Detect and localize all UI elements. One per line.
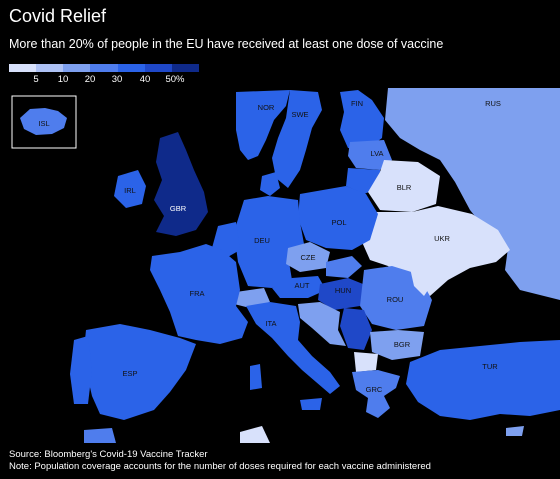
country-nor xyxy=(236,90,290,160)
label-pol: POL xyxy=(331,218,346,227)
label-gbr: GBR xyxy=(170,204,187,213)
legend-tick: 5 xyxy=(33,74,39,85)
country-grc xyxy=(352,370,400,418)
legend-swatch-4 xyxy=(90,64,118,72)
legend-tick: 50% xyxy=(165,74,185,85)
label-ukr: UKR xyxy=(434,234,450,243)
label-bgr: BGR xyxy=(394,340,411,349)
source-note: Source: Bloomberg's Covid-19 Vaccine Tra… xyxy=(9,449,208,460)
country-isl xyxy=(20,108,67,135)
legend-swatch-1 xyxy=(9,64,37,72)
country-che xyxy=(234,288,270,308)
population-note: Note: Population coverage accounts for t… xyxy=(9,460,431,472)
chart-title: Covid Relief xyxy=(9,6,107,26)
country-ita-sicily xyxy=(300,398,322,410)
country-aut xyxy=(272,276,326,298)
label-hun: HUN xyxy=(335,286,351,295)
label-fra: FRA xyxy=(190,289,205,298)
label-nor: NOR xyxy=(258,103,275,112)
country-irl xyxy=(114,170,146,208)
label-esp: ESP xyxy=(122,369,137,378)
label-isl: ISL xyxy=(38,119,49,128)
country-ita-sardinia xyxy=(250,364,262,390)
label-rus: RUS xyxy=(485,99,501,108)
country-hun xyxy=(318,278,368,310)
country-swe xyxy=(272,90,322,188)
country-cze xyxy=(286,242,330,272)
europe-map: ISL RUS FIN NOR SWE LVA BLR UKR IRL GBR … xyxy=(11,88,560,443)
country-rus xyxy=(385,88,560,300)
country-prt xyxy=(70,336,92,404)
label-aut: AUT xyxy=(295,281,310,290)
label-grc: GRC xyxy=(366,385,383,394)
country-gbr xyxy=(154,132,208,236)
country-bgr xyxy=(370,330,424,360)
label-swe: SWE xyxy=(291,110,308,119)
chart-subtitle: More than 20% of people in the EU have r… xyxy=(9,37,444,51)
country-pol xyxy=(298,186,378,250)
legend-swatch-7 xyxy=(171,64,199,72)
color-legend: 5 10 20 30 40 50% xyxy=(9,64,209,85)
label-fin: FIN xyxy=(351,99,363,108)
country-dnk xyxy=(260,172,280,196)
country-hrv xyxy=(298,302,346,346)
legend-color-scale xyxy=(9,64,199,72)
label-lva: LVA xyxy=(370,149,383,158)
legend-swatch-5 xyxy=(117,64,145,72)
country-tur xyxy=(406,340,560,420)
country-cyp xyxy=(506,426,524,436)
legend-tick: 10 xyxy=(57,74,69,85)
label-tur: TUR xyxy=(482,362,498,371)
legend-tick: 40 xyxy=(139,74,151,85)
country-esp xyxy=(84,324,196,420)
country-fra xyxy=(150,244,248,344)
country-lva xyxy=(348,140,392,170)
country-svk xyxy=(326,256,362,278)
legend-ticks: 5 10 20 30 40 50% xyxy=(9,72,209,85)
legend-swatch-2 xyxy=(36,64,64,72)
iceland-inset-frame xyxy=(11,95,77,149)
chart-footer: Source: Bloomberg's Covid-19 Vaccine Tra… xyxy=(9,449,431,472)
country-srb xyxy=(340,308,372,350)
label-deu: DEU xyxy=(254,236,270,245)
legend-swatch-3 xyxy=(63,64,91,72)
label-blr: BLR xyxy=(397,183,412,192)
region-north-africa xyxy=(240,426,270,443)
label-irl: IRL xyxy=(124,186,136,195)
label-rou: ROU xyxy=(387,295,404,304)
label-ita: ITA xyxy=(265,319,276,328)
country-ita xyxy=(246,302,340,394)
legend-tick: 20 xyxy=(84,74,96,85)
legend-swatch-6 xyxy=(144,64,172,72)
country-mda xyxy=(410,266,432,296)
country-blr xyxy=(368,160,440,212)
label-cze: CZE xyxy=(301,253,316,262)
country-mkd xyxy=(354,352,378,372)
country-fin xyxy=(340,90,384,150)
region-north-africa-west xyxy=(84,428,116,443)
country-deu xyxy=(234,196,304,288)
legend-tick: 30 xyxy=(111,74,123,85)
